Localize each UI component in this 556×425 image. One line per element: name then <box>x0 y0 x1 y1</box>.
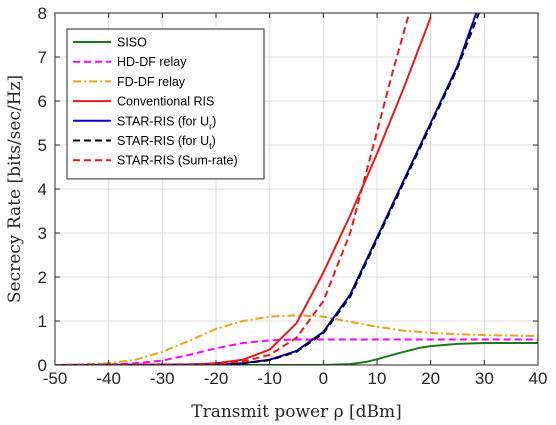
x-tick-label: -50 <box>43 369 68 388</box>
series-line-7 <box>55 13 411 365</box>
legend-label: SISO <box>117 36 147 50</box>
legend-box <box>66 28 265 180</box>
legend: SISO HD-DF relay FD-DF relay Conventional R… <box>66 28 265 180</box>
y-axis-label: Secrecy Rate [bits/sec/Hz] <box>5 75 25 303</box>
x-tick-label: -40 <box>96 369 121 388</box>
x-tick-label: 30 <box>475 369 494 388</box>
series-line-6 <box>55 13 480 365</box>
legend-label: STAR-RIS (for Ut) <box>117 134 216 151</box>
x-tick-label: -10 <box>257 369 282 388</box>
x-tick-label: 10 <box>368 369 387 388</box>
series-line-2 <box>55 338 538 365</box>
series-line-1 <box>55 342 538 365</box>
x-tick-label: -20 <box>204 369 229 388</box>
y-tick-label: 3 <box>38 224 47 243</box>
legend-label: Conventional RIS <box>117 95 214 109</box>
y-tick-label: 4 <box>38 180 47 199</box>
y-tick-label: 0 <box>38 356 47 375</box>
legend-label: STAR-RIS (for Ur) <box>117 114 216 131</box>
x-axis-label: Transmit power ρ [dBm] <box>191 402 401 422</box>
y-tick-label: 1 <box>38 312 47 331</box>
series-lines <box>55 13 538 365</box>
tick-labels: -50 -40 -30 -20 -10 0 10 20 30 40 0 1 2 3 4 5 6 7 8 <box>38 4 548 388</box>
x-tick-label: -30 <box>150 369 175 388</box>
y-tick-label: 8 <box>38 4 47 23</box>
x-tick-label: 0 <box>319 369 328 388</box>
y-tick-label: 5 <box>38 136 47 155</box>
legend-label: STAR-RIS (Sum-rate) <box>117 154 238 168</box>
series-line-3 <box>55 314 538 365</box>
x-tick-label: 20 <box>421 369 440 388</box>
legend-label: FD-DF relay <box>117 75 186 89</box>
y-tick-label: 2 <box>38 268 47 287</box>
x-tick-label: 40 <box>529 369 548 388</box>
y-tick-label: 7 <box>38 48 47 67</box>
legend-label: HD-DF relay <box>117 55 187 69</box>
y-tick-label: 6 <box>38 92 47 111</box>
